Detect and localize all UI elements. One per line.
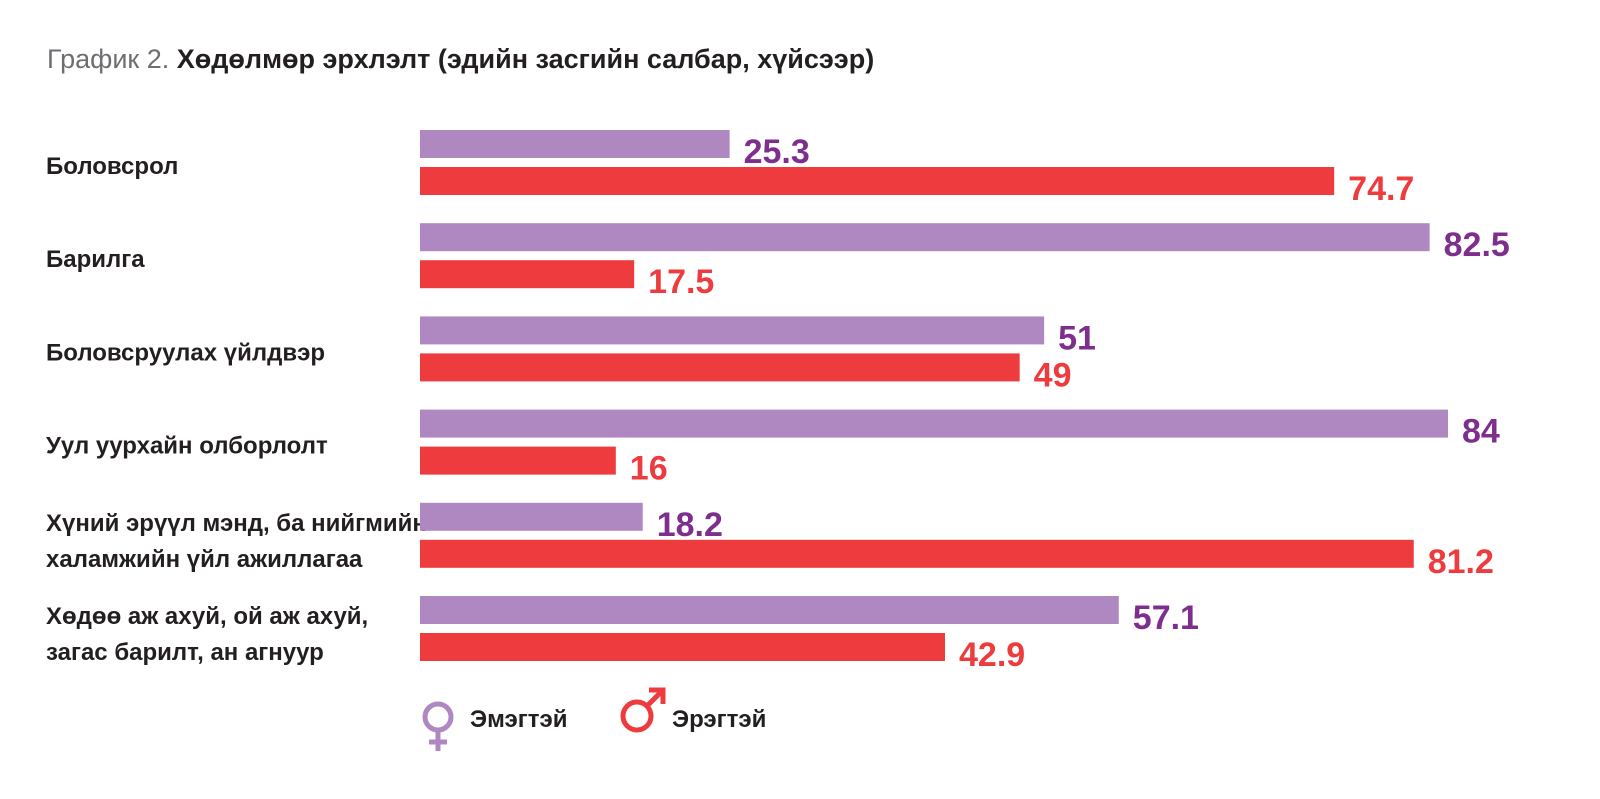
bar-female — [420, 409, 1448, 438]
bar-male — [420, 633, 946, 661]
bar-male — [420, 167, 1335, 195]
chart-title-prefix: График 2. — [47, 44, 170, 74]
value-label-female: 51 — [1058, 319, 1096, 357]
bar-female — [420, 130, 730, 158]
value-label-female: 57.1 — [1133, 599, 1199, 637]
category-label: Хөдөө аж ахуй, ой аж ахуй, загас барилт, … — [46, 603, 368, 666]
bar-male — [420, 353, 1020, 382]
category-label: Боловсрол — [46, 153, 178, 180]
category-labels: Боловсрол Барилга Боловсруулах үйлдвэр Уул … — [46, 153, 427, 666]
value-label-female: 18.2 — [657, 506, 723, 544]
category-label: Хүний эрүүл мэнд, ба нийгмийн халамжийн ү… — [46, 510, 427, 573]
bar-male — [420, 260, 635, 289]
category-label: Боловсруулах үйлдвэр — [46, 339, 325, 366]
legend: Эмэгтэй Эрэгтэй — [422, 687, 766, 751]
bar-female — [420, 596, 1119, 624]
category-label: Барилга — [46, 246, 145, 273]
value-label-male: 74.7 — [1348, 170, 1414, 208]
value-label-male: 42.9 — [959, 636, 1025, 674]
bar-male — [420, 446, 616, 475]
chart-title-text: Хөдөлмөр эрхлэлт (эдийн засгийн салбар, … — [176, 44, 875, 74]
value-label-female: 25.3 — [744, 133, 810, 171]
legend-label-female: Эмэгтэй — [470, 706, 568, 733]
female-symbol-icon — [422, 701, 454, 751]
male-symbol-icon — [620, 687, 666, 733]
value-label-female: 84 — [1462, 413, 1500, 451]
value-label-male: 81.2 — [1428, 543, 1494, 581]
bar-male — [420, 539, 1414, 568]
value-label-male: 49 — [1034, 356, 1072, 394]
value-label-male: 16 — [630, 450, 668, 488]
value-label-female: 82.5 — [1444, 226, 1510, 264]
bars — [420, 130, 1448, 661]
legend-label-male: Эрэгтэй — [672, 706, 766, 733]
category-label: Уул уурхайн олборлолт — [46, 433, 328, 460]
bar-female — [420, 502, 643, 531]
chart-title: График 2. Хөдөлмөр эрхлэлт (эдийн засгий… — [47, 44, 874, 75]
bar-female — [420, 316, 1045, 345]
value-label-male: 17.5 — [648, 263, 714, 301]
bar-female — [420, 223, 1430, 252]
